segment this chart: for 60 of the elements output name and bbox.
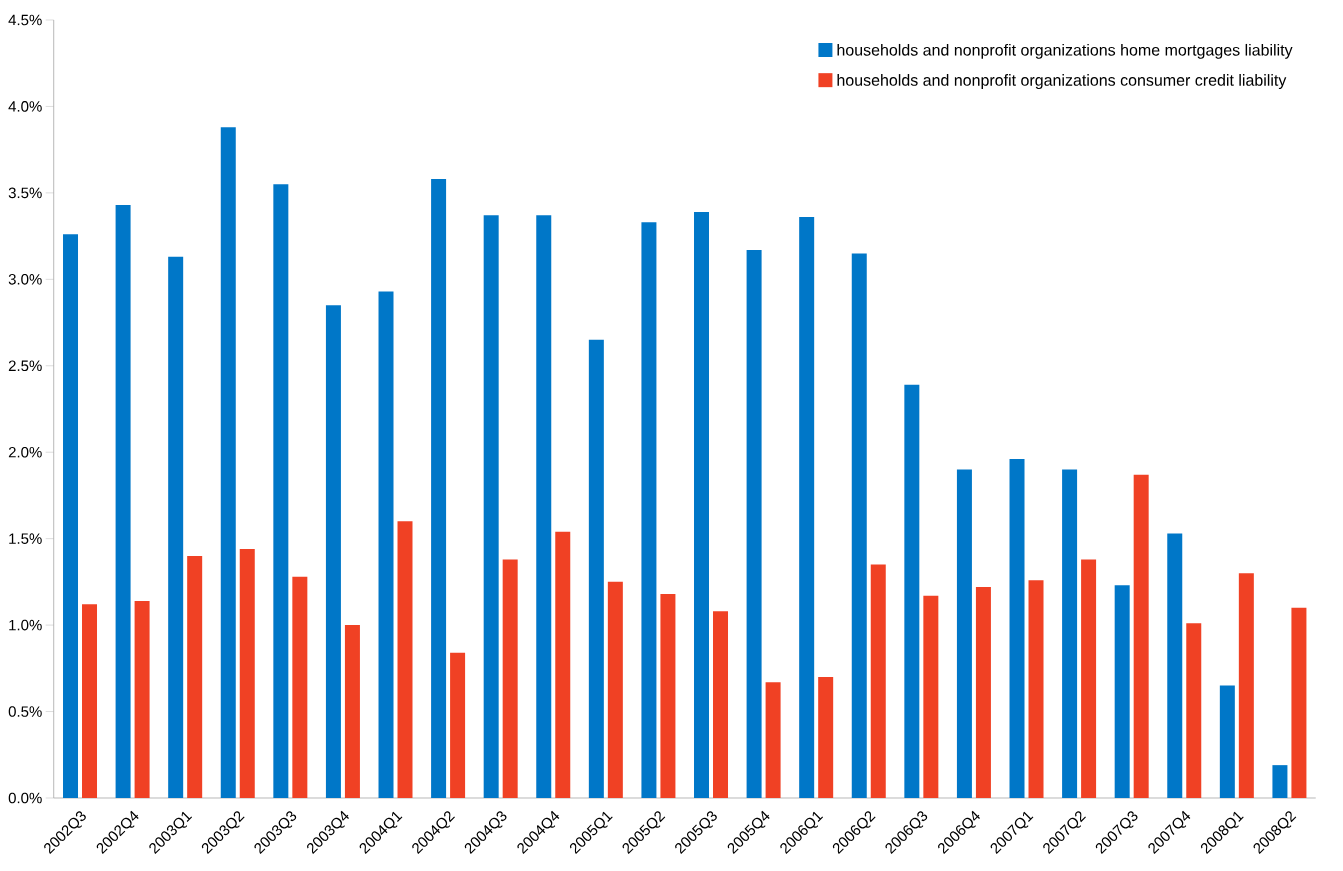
bar (1062, 469, 1078, 798)
bar (818, 676, 834, 798)
bar (292, 576, 308, 798)
bar (694, 211, 710, 798)
bar (502, 559, 518, 798)
bar (273, 184, 289, 798)
bar (450, 652, 466, 798)
bar (397, 521, 413, 798)
bar (536, 215, 552, 798)
bar (1114, 585, 1130, 798)
bar (588, 339, 604, 798)
bar (904, 384, 920, 798)
bar (82, 604, 98, 798)
bar (431, 179, 447, 798)
bar (1219, 685, 1235, 798)
bar (344, 625, 360, 798)
bar (1186, 623, 1202, 798)
bar (799, 217, 815, 798)
y-tick-label: 4.5% (8, 14, 42, 26)
bar (1009, 459, 1025, 798)
bar (1167, 533, 1183, 798)
bar (870, 564, 886, 798)
bar (713, 611, 729, 798)
y-tick-label: 0.5% (8, 706, 42, 717)
bar (975, 587, 991, 798)
bar (1238, 573, 1254, 798)
bar (851, 253, 867, 798)
y-tick-label: 3.5% (8, 187, 42, 199)
bar (555, 531, 571, 798)
bar (1028, 580, 1044, 798)
bar (115, 204, 131, 798)
y-tick-label: 1.0% (9, 619, 42, 631)
bar (168, 256, 184, 798)
y-tick-label: 1.5% (9, 533, 42, 544)
y-tick-label: 2.0% (8, 446, 42, 458)
bar (63, 234, 79, 798)
y-tick-label: 3.0% (8, 274, 42, 285)
legend-label: households and nonprofit organizations home mortgages liability (837, 43, 1293, 59)
bar (607, 581, 623, 798)
y-tick-label: 0.0% (8, 792, 42, 804)
bar (134, 600, 150, 798)
bar (325, 305, 341, 798)
y-tick-label: 4.0% (8, 101, 42, 112)
legend-label: households and nonprofit organizations consumer credit liability (837, 74, 1287, 90)
bar (220, 127, 236, 798)
bar (378, 291, 394, 798)
y-tick-label: 2.5% (8, 360, 42, 372)
bar (765, 682, 781, 798)
bar (187, 555, 203, 798)
bar (923, 595, 939, 798)
bar (641, 222, 657, 798)
bar (1133, 474, 1149, 798)
bar (746, 249, 762, 798)
bar (1272, 765, 1288, 798)
bar (660, 593, 676, 798)
bar (1291, 607, 1307, 798)
bar (483, 215, 499, 798)
bar (956, 469, 972, 798)
bar (239, 549, 255, 798)
bar (1081, 559, 1097, 798)
